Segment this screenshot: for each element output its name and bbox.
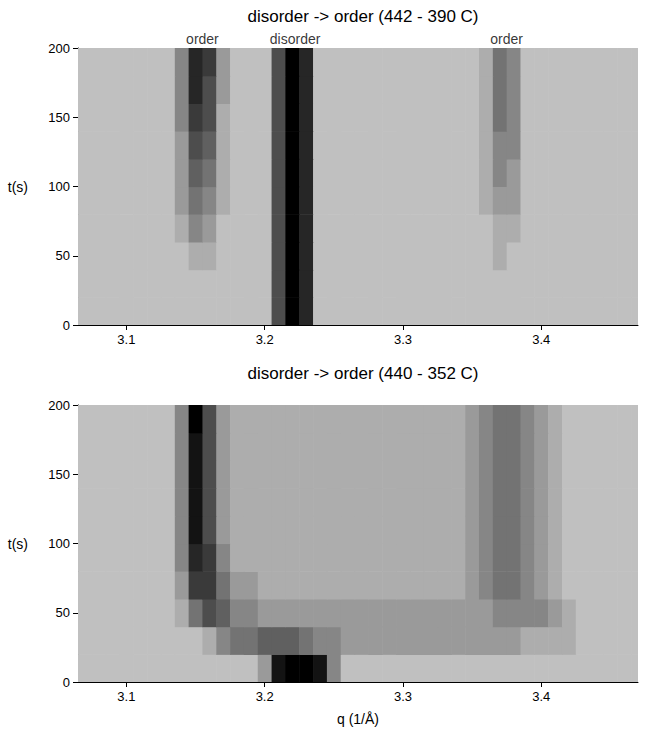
svg-text:disorder: disorder (270, 31, 321, 47)
svg-text:200: 200 (48, 398, 70, 413)
svg-text:disorder -> order (442 - 390 C: disorder -> order (442 - 390 C) (247, 7, 478, 26)
svg-text:200: 200 (48, 41, 70, 56)
svg-text:3.3: 3.3 (394, 332, 412, 347)
svg-text:100: 100 (48, 179, 70, 194)
svg-text:3.4: 3.4 (532, 689, 550, 704)
svg-text:150: 150 (48, 467, 70, 482)
svg-text:150: 150 (48, 110, 70, 125)
svg-text:t(s): t(s) (8, 536, 28, 552)
svg-text:order: order (186, 31, 219, 47)
svg-text:50: 50 (56, 605, 70, 620)
svg-text:50: 50 (56, 248, 70, 263)
svg-text:3.1: 3.1 (117, 332, 135, 347)
svg-text:3.3: 3.3 (394, 689, 412, 704)
svg-text:3.1: 3.1 (117, 689, 135, 704)
svg-text:0: 0 (63, 318, 70, 333)
svg-text:t(s): t(s) (8, 179, 28, 195)
svg-text:disorder -> order (440 - 352 C: disorder -> order (440 - 352 C) (247, 364, 478, 383)
svg-text:0: 0 (63, 675, 70, 690)
svg-text:order: order (490, 31, 523, 47)
svg-text:3.2: 3.2 (256, 689, 274, 704)
svg-text:3.2: 3.2 (256, 332, 274, 347)
svg-text:100: 100 (48, 536, 70, 551)
svg-text:3.4: 3.4 (532, 332, 550, 347)
svg-text:q (1/Å): q (1/Å) (337, 711, 379, 727)
